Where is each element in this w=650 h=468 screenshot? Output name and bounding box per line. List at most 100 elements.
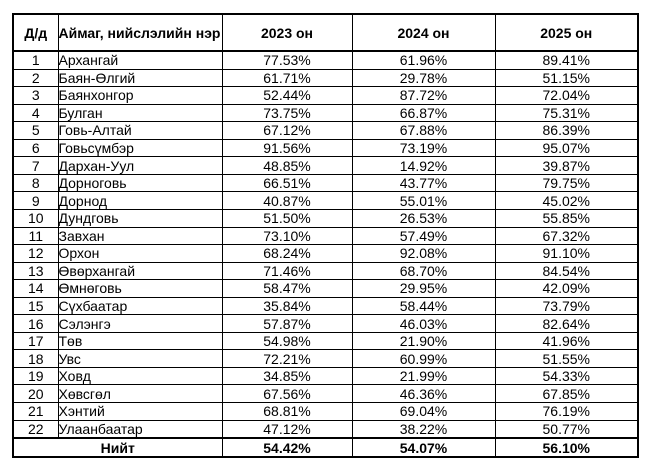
- row-number: 20: [12, 384, 59, 403]
- aimag-name: Сүхбаатар: [57, 296, 223, 316]
- row-number: 12: [12, 244, 59, 263]
- row-number: 14: [12, 279, 59, 298]
- aimag-name: Хэнтий: [57, 401, 223, 421]
- table-row: 19 Ховд 34.85% 21.99% 54.33%: [12, 366, 639, 386]
- value-2024: 66.87%: [351, 103, 496, 123]
- table-row: 15 Сүхбаатар 35.84% 58.44% 73.79%: [12, 296, 639, 316]
- value-2025: 76.19%: [494, 401, 639, 421]
- value-2025: 51.15%: [494, 68, 639, 88]
- row-number: 19: [12, 366, 59, 386]
- value-2024: 68.70%: [351, 261, 496, 281]
- value-2025: 41.96%: [494, 331, 639, 351]
- row-number: 18: [12, 349, 59, 368]
- value-2025: 91.10%: [494, 244, 639, 263]
- value-2025: 39.87%: [494, 156, 639, 175]
- value-2023: 35.84%: [221, 296, 353, 316]
- value-2024: 21.99%: [351, 366, 496, 386]
- row-number: 13: [12, 261, 59, 281]
- value-2023: 66.51%: [221, 173, 353, 193]
- row-number: 16: [12, 314, 59, 333]
- table-row: 6 Говьсүмбэр 91.56% 73.19% 95.07%: [12, 138, 639, 158]
- table-row: 14 Өмнөговь 58.47% 29.95% 42.09%: [12, 279, 639, 298]
- header-row: Д/д Аймаг, нийслэлийн нэр 2023 он 2024 о…: [12, 13, 639, 52]
- value-2025: 82.64%: [494, 314, 639, 333]
- value-2025: 72.04%: [494, 86, 639, 105]
- table-row: 13 Өвөрхангай 71.46% 68.70% 84.54%: [12, 261, 639, 281]
- value-2024: 61.96%: [351, 50, 496, 70]
- value-2024: 29.78%: [351, 68, 496, 88]
- table-row: 11 Завхан 73.10% 57.49% 67.32%: [12, 226, 639, 246]
- value-2025: 89.41%: [494, 50, 639, 70]
- table-row: 17 Төв 54.98% 21.90% 41.96%: [12, 331, 639, 351]
- table-row: 5 Говь-Алтай 67.12% 67.88% 86.39%: [12, 121, 639, 140]
- aimag-name: Орхон: [57, 244, 223, 263]
- value-2023: 73.10%: [221, 226, 353, 246]
- value-2024: 29.95%: [351, 279, 496, 298]
- row-number: 2: [12, 68, 59, 88]
- row-number: 22: [12, 419, 59, 439]
- value-2023: 47.12%: [221, 419, 353, 439]
- total-value-2025: 56.10%: [494, 437, 639, 458]
- aimag-name: Архангай: [57, 50, 223, 70]
- value-2024: 92.08%: [351, 244, 496, 263]
- table-row: 1 Архангай 77.53% 61.96% 89.41%: [12, 50, 639, 70]
- value-2025: 45.02%: [494, 191, 639, 210]
- aimag-name: Өмнөговь: [57, 279, 223, 298]
- aimag-name: Улаанбаатар: [57, 419, 223, 439]
- aimag-name: Ховд: [57, 366, 223, 386]
- aimag-name: Дархан-Уул: [57, 156, 223, 175]
- aimag-name: Говь-Алтай: [57, 121, 223, 140]
- value-2024: 26.53%: [351, 208, 496, 228]
- value-2024: 55.01%: [351, 191, 496, 210]
- value-2024: 21.90%: [351, 331, 496, 351]
- value-2024: 38.22%: [351, 419, 496, 439]
- value-2023: 67.56%: [221, 384, 353, 403]
- value-2024: 69.04%: [351, 401, 496, 421]
- row-number: 10: [12, 208, 59, 228]
- value-2025: 79.75%: [494, 173, 639, 193]
- table-row: 3 Баянхонгор 52.44% 87.72% 72.04%: [12, 86, 639, 105]
- table-header: Д/д Аймаг, нийслэлийн нэр 2023 он 2024 о…: [12, 13, 639, 52]
- col-header-2024: 2024 он: [351, 13, 496, 52]
- value-2025: 75.31%: [494, 103, 639, 123]
- col-header-name: Аймаг, нийслэлийн нэр: [57, 13, 223, 52]
- value-2024: 87.72%: [351, 86, 496, 105]
- aimag-name: Дорнод: [57, 191, 223, 210]
- col-header-2023: 2023 он: [221, 13, 353, 52]
- total-row: Нийт 54.42% 54.07% 56.10%: [12, 437, 639, 458]
- value-2023: 57.87%: [221, 314, 353, 333]
- row-number: 8: [12, 173, 59, 193]
- row-number: 17: [12, 331, 59, 351]
- total-value-2023: 54.42%: [221, 437, 353, 458]
- aimag-name: Говьсүмбэр: [57, 138, 223, 158]
- aimag-name: Хөвсгөл: [57, 384, 223, 403]
- table-row: 7 Дархан-Уул 48.85% 14.92% 39.87%: [12, 156, 639, 175]
- row-number: 11: [12, 226, 59, 246]
- aimag-name: Дундговь: [57, 208, 223, 228]
- value-2025: 54.33%: [494, 366, 639, 386]
- value-2024: 67.88%: [351, 121, 496, 140]
- value-2024: 14.92%: [351, 156, 496, 175]
- value-2025: 55.85%: [494, 208, 639, 228]
- value-2025: 67.85%: [494, 384, 639, 403]
- value-2025: 42.09%: [494, 279, 639, 298]
- value-2023: 68.24%: [221, 244, 353, 263]
- aimag-name: Баян-Өлгий: [57, 68, 223, 88]
- value-2023: 91.56%: [221, 138, 353, 158]
- value-2025: 50.77%: [494, 419, 639, 439]
- value-2023: 58.47%: [221, 279, 353, 298]
- value-2023: 61.71%: [221, 68, 353, 88]
- value-2023: 71.46%: [221, 261, 353, 281]
- value-2024: 46.03%: [351, 314, 496, 333]
- row-number: 5: [12, 121, 59, 140]
- value-2023: 67.12%: [221, 121, 353, 140]
- table-row: 10 Дундговь 51.50% 26.53% 55.85%: [12, 208, 639, 228]
- row-number: 6: [12, 138, 59, 158]
- value-2025: 86.39%: [494, 121, 639, 140]
- col-header-2025: 2025 он: [494, 13, 639, 52]
- row-number: 1: [12, 50, 59, 70]
- row-number: 7: [12, 156, 59, 175]
- value-2023: 54.98%: [221, 331, 353, 351]
- value-2025: 67.32%: [494, 226, 639, 246]
